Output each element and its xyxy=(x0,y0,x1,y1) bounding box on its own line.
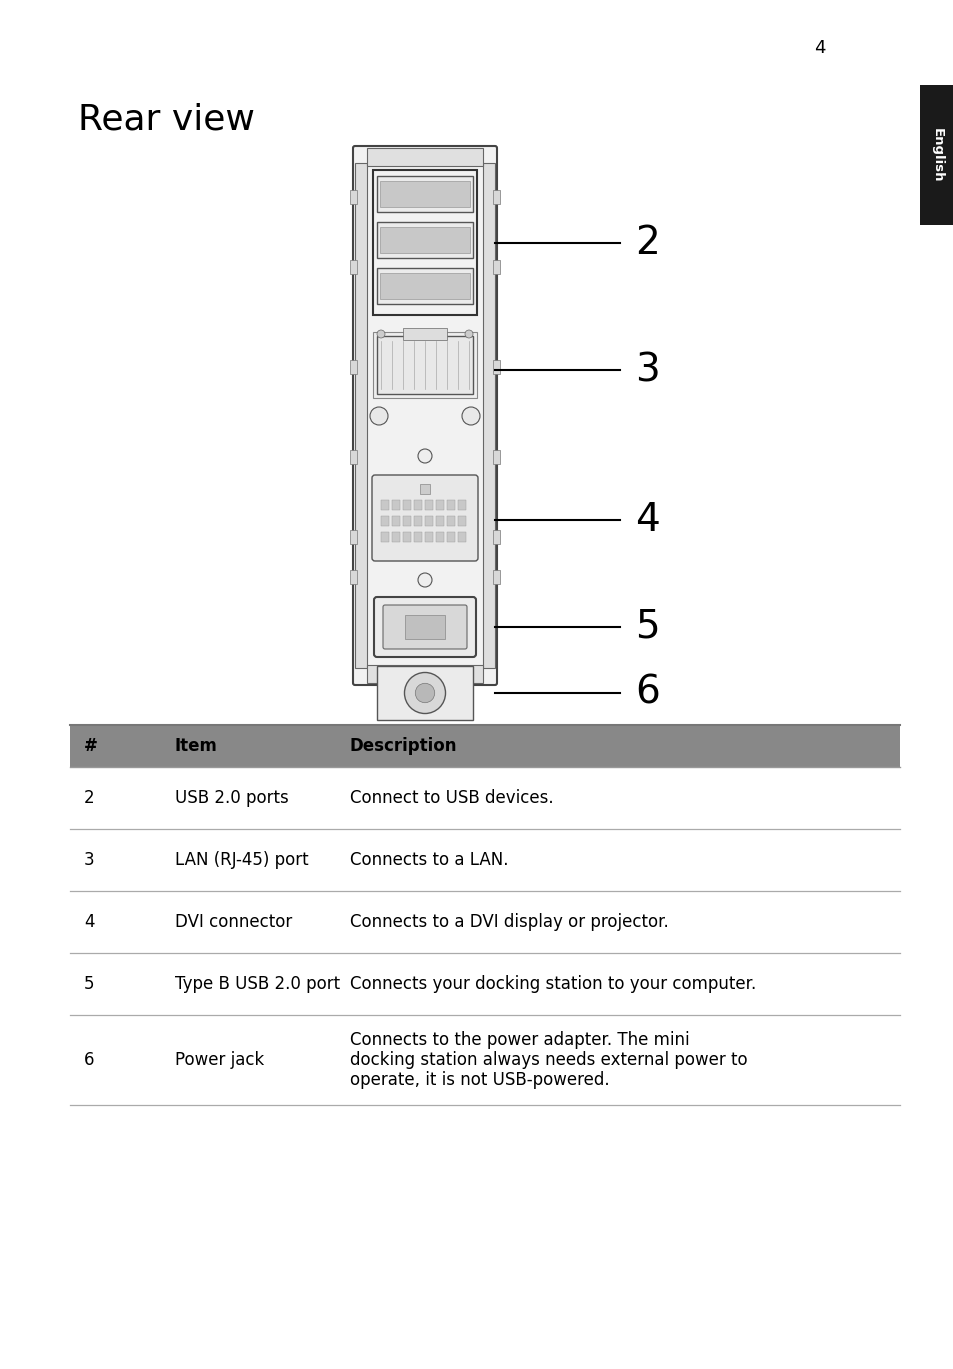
Text: Item: Item xyxy=(174,737,217,754)
Bar xyxy=(405,615,444,639)
Bar xyxy=(457,500,465,511)
Bar xyxy=(436,516,443,526)
Bar xyxy=(424,500,433,511)
Bar xyxy=(493,530,499,543)
Bar xyxy=(402,516,411,526)
Bar xyxy=(376,177,473,212)
Bar xyxy=(376,665,473,720)
Text: Rear view: Rear view xyxy=(78,103,254,137)
Text: 5: 5 xyxy=(84,975,94,993)
Bar xyxy=(493,260,499,274)
Bar xyxy=(70,726,899,767)
Text: 4: 4 xyxy=(635,501,659,539)
Bar xyxy=(447,533,455,542)
Bar xyxy=(424,533,433,542)
Text: operate, it is not USB-powered.: operate, it is not USB-powered. xyxy=(350,1071,609,1088)
Circle shape xyxy=(464,330,473,338)
Text: Power jack: Power jack xyxy=(174,1051,264,1069)
Text: Connects your docking station to your computer.: Connects your docking station to your co… xyxy=(350,975,756,993)
Text: USB 2.0 ports: USB 2.0 ports xyxy=(174,789,289,806)
Bar xyxy=(350,570,356,585)
Bar xyxy=(379,272,470,298)
Bar xyxy=(392,533,399,542)
FancyBboxPatch shape xyxy=(353,146,497,684)
Bar xyxy=(380,533,389,542)
Text: LAN (RJ-45) port: LAN (RJ-45) port xyxy=(174,852,309,869)
Bar xyxy=(919,85,953,225)
Bar xyxy=(373,333,476,398)
Text: #: # xyxy=(84,737,98,754)
Bar xyxy=(493,450,499,464)
Text: Connects to a LAN.: Connects to a LAN. xyxy=(350,852,508,869)
Text: Connect to USB devices.: Connect to USB devices. xyxy=(350,789,553,806)
Text: 3: 3 xyxy=(84,852,94,869)
Text: 5: 5 xyxy=(635,608,659,646)
Bar xyxy=(379,227,470,253)
Bar xyxy=(376,268,473,304)
Bar xyxy=(392,500,399,511)
Text: docking station always needs external power to: docking station always needs external po… xyxy=(350,1051,747,1069)
Bar xyxy=(402,500,411,511)
Bar xyxy=(419,485,430,494)
Bar xyxy=(355,163,367,668)
Bar xyxy=(379,181,470,207)
Text: 6: 6 xyxy=(635,674,659,712)
Bar xyxy=(350,530,356,543)
Bar xyxy=(447,516,455,526)
Bar xyxy=(350,450,356,464)
Bar xyxy=(414,533,421,542)
Circle shape xyxy=(417,449,432,463)
FancyBboxPatch shape xyxy=(382,605,467,649)
Bar xyxy=(493,570,499,585)
Bar xyxy=(447,500,455,511)
Bar xyxy=(376,335,473,394)
Circle shape xyxy=(461,407,479,424)
Bar xyxy=(367,148,482,166)
Text: 2: 2 xyxy=(635,225,659,261)
Text: Connects to the power adapter. The mini: Connects to the power adapter. The mini xyxy=(350,1031,689,1049)
FancyBboxPatch shape xyxy=(374,597,476,657)
Text: Type B USB 2.0 port: Type B USB 2.0 port xyxy=(174,975,340,993)
Text: English: English xyxy=(929,127,943,182)
Circle shape xyxy=(417,574,432,587)
Circle shape xyxy=(370,407,388,424)
Text: 6: 6 xyxy=(84,1051,94,1069)
Text: 4: 4 xyxy=(814,38,825,57)
Bar xyxy=(380,516,389,526)
Bar xyxy=(493,190,499,204)
Bar xyxy=(350,190,356,204)
Bar xyxy=(350,260,356,274)
Bar xyxy=(457,516,465,526)
Bar xyxy=(367,665,482,683)
Circle shape xyxy=(415,683,435,702)
Bar xyxy=(392,516,399,526)
Bar xyxy=(414,500,421,511)
Bar xyxy=(436,500,443,511)
Bar xyxy=(350,360,356,374)
Text: Description: Description xyxy=(350,737,457,754)
Bar xyxy=(436,533,443,542)
Bar xyxy=(493,360,499,374)
Bar xyxy=(482,163,495,668)
Bar xyxy=(414,516,421,526)
Bar xyxy=(380,500,389,511)
FancyBboxPatch shape xyxy=(372,475,477,561)
Text: 2: 2 xyxy=(84,789,94,806)
Bar xyxy=(403,329,446,340)
Bar xyxy=(373,170,476,315)
Text: DVI connector: DVI connector xyxy=(174,913,292,931)
Text: Connects to a DVI display or projector.: Connects to a DVI display or projector. xyxy=(350,913,668,931)
Text: 3: 3 xyxy=(635,350,659,389)
Bar xyxy=(402,533,411,542)
Bar xyxy=(457,533,465,542)
Bar xyxy=(376,222,473,257)
Text: 4: 4 xyxy=(84,913,94,931)
Circle shape xyxy=(404,672,445,713)
Circle shape xyxy=(376,330,385,338)
Bar xyxy=(424,516,433,526)
